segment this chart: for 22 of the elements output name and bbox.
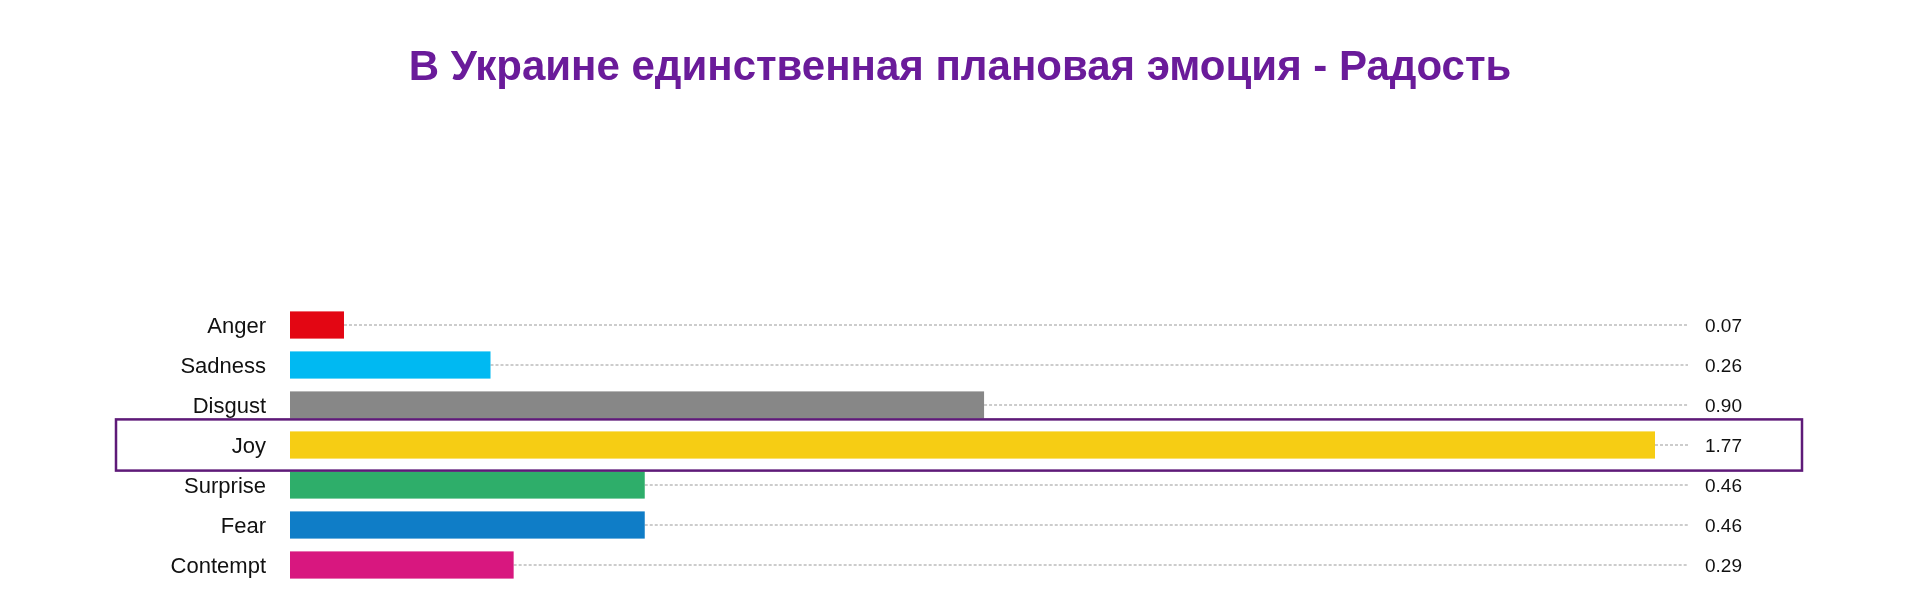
data-label: 1.77: [1705, 434, 1742, 456]
bar: [290, 471, 645, 499]
y-tick-label: Contempt: [170, 552, 266, 578]
data-label: 0.26: [1705, 354, 1742, 376]
y-tick-label: Anger: [207, 312, 266, 338]
y-tick-label: Surprise: [184, 472, 266, 498]
chart-title: В Украине единственная плановая эмоция - Радость: [408, 42, 1512, 89]
bar: [290, 431, 1655, 459]
bar: [290, 351, 491, 379]
y-tick-label: Fear: [220, 512, 266, 538]
data-label: 0.46: [1705, 474, 1742, 496]
y-tick-label: Disgust: [192, 392, 266, 418]
data-label: 0.07: [1705, 314, 1742, 336]
bar: [290, 511, 645, 539]
bar: [290, 391, 985, 419]
data-label: 0.29: [1705, 554, 1742, 576]
data-label: 0.46: [1705, 514, 1742, 536]
y-tick-label: Joy: [231, 432, 266, 458]
y-tick-label: Sadness: [180, 352, 266, 378]
bar: [290, 311, 344, 339]
data-label: 0.90: [1705, 394, 1742, 416]
bar: [290, 551, 514, 579]
